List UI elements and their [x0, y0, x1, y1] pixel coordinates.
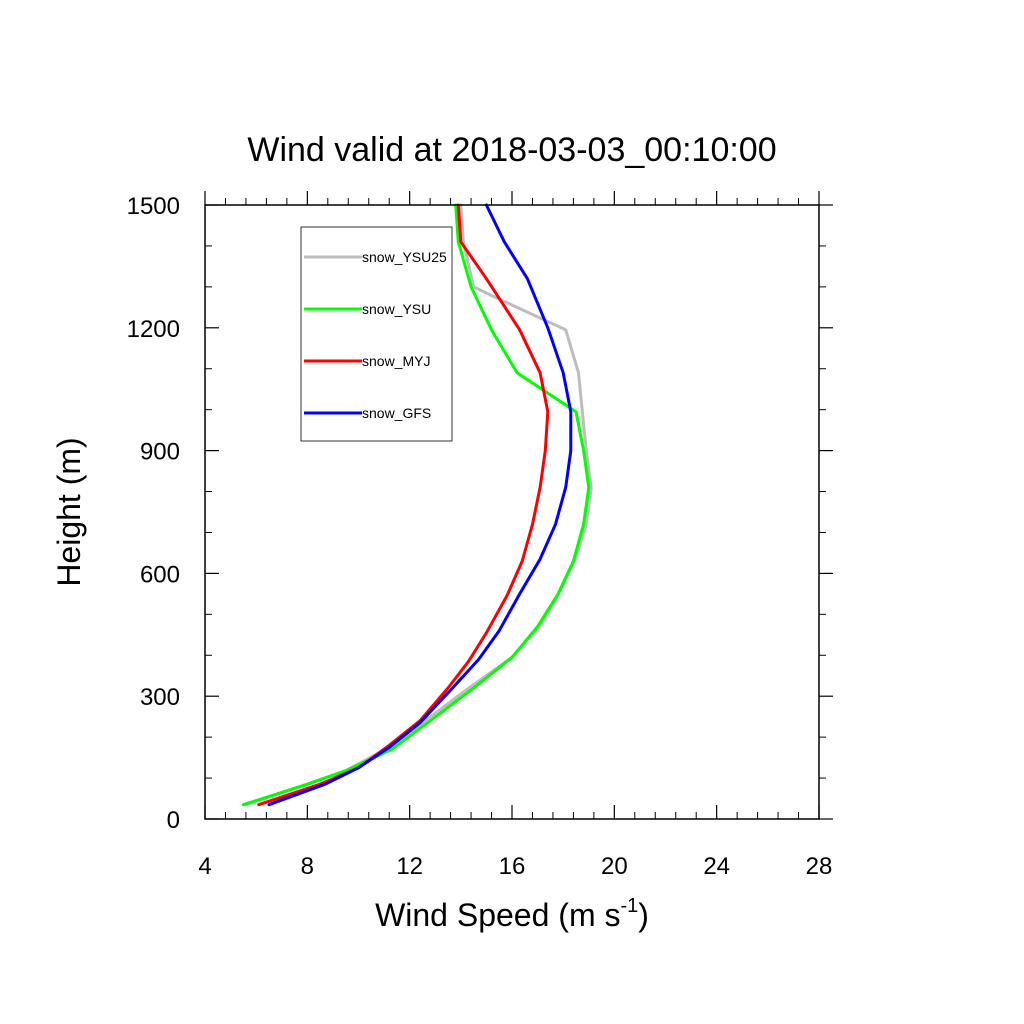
x-tick-label: 16 [499, 853, 526, 880]
legend: snow_YSU25 snow_YSU snow_MYJ snow_GFS [300, 226, 453, 442]
x-axis-title-end: ) [638, 897, 649, 933]
y-tick-label: 1200 [127, 316, 180, 343]
x-axis-title-superscript: -1 [620, 895, 638, 917]
y-tick-label: 0 [167, 807, 180, 834]
x-axis-title: Wind Speed (m s-1) [375, 895, 649, 933]
chart-title: Wind valid at 2018-03-03_00:10:00 [247, 131, 776, 169]
y-tick-label: 1500 [127, 193, 180, 220]
y-axis-title: Height (m) [51, 437, 87, 586]
plot-frame [204, 204, 820, 820]
series-layer [241, 203, 593, 807]
legend-label-snow_YSU25: snow_YSU25 [362, 249, 447, 265]
y-tick-label: 600 [140, 561, 180, 588]
x-tick-label: 8 [301, 853, 314, 880]
legend-label-snow_YSU: snow_YSU [362, 301, 431, 317]
y-tick-label: 300 [140, 684, 180, 711]
x-tick-label: 28 [806, 853, 833, 880]
x-axis-title-main: Wind Speed (m s [375, 897, 620, 933]
y-tick-label: 900 [140, 439, 180, 466]
legend-label-snow_GFS: snow_GFS [362, 405, 431, 421]
legend-entries: snow_YSU25 snow_YSU snow_MYJ snow_GFS [304, 249, 447, 421]
x-tick-label: 12 [396, 853, 423, 880]
series-line-snow_GFS [267, 203, 573, 807]
minor-ticks [205, 198, 826, 819]
series-line-snow_YSU [241, 203, 591, 807]
series-line-snow_MYJ [257, 203, 550, 807]
legend-label-snow_MYJ: snow_MYJ [362, 353, 430, 369]
x-tick-labels: 4 8 12 16 20 24 28 [198, 853, 832, 880]
x-tick-label: 4 [198, 853, 211, 880]
x-tick-label: 20 [601, 853, 628, 880]
y-tick-labels: 0 300 600 900 1200 1500 [127, 193, 180, 834]
x-tick-label: 24 [703, 853, 730, 880]
legend-box [300, 226, 453, 442]
